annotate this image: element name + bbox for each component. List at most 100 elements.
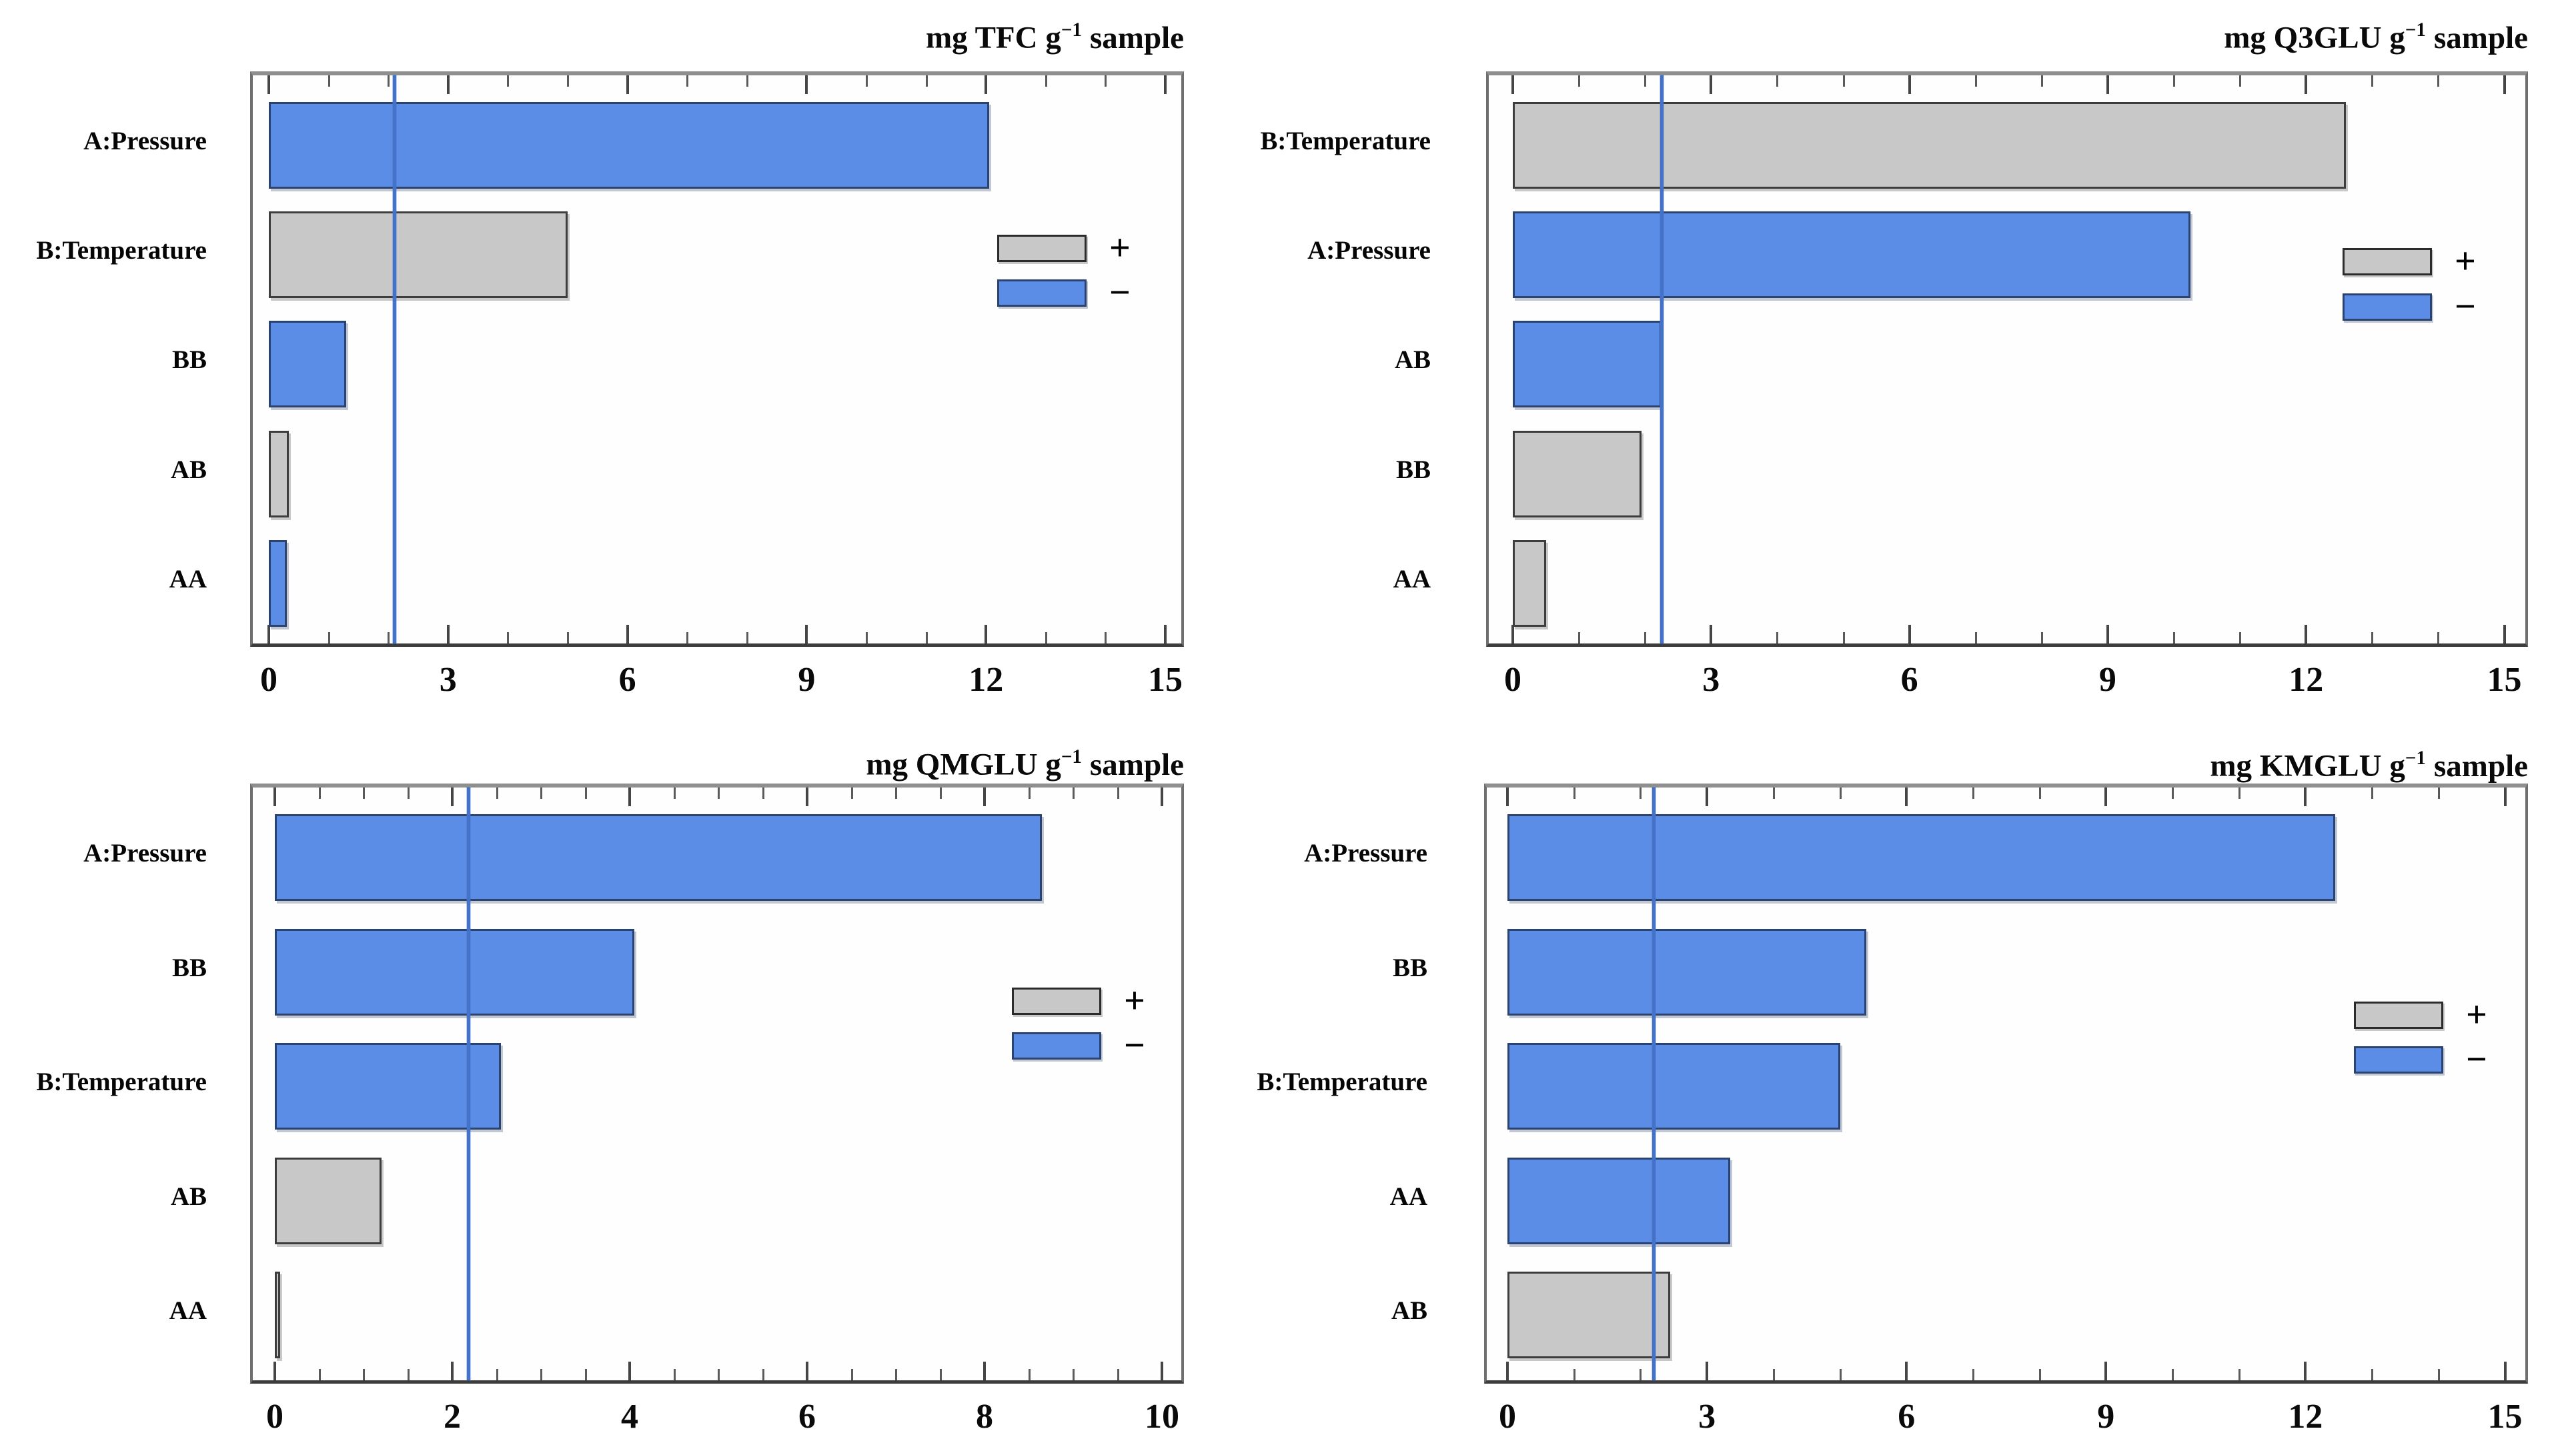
major-tick [2503,788,2507,806]
minor-tick [2172,788,2174,799]
title-exponent: −1 [1061,19,1082,41]
legend-negative-label: − [2466,1039,2487,1080]
major-tick [2305,625,2308,643]
minor-tick [388,632,390,643]
bar-ab [1507,1272,1671,1359]
legend-negative-label: − [1124,1025,1145,1066]
title-prefix: mg QMGLU g [866,747,1061,782]
x-tick-label: 0 [266,1398,283,1436]
minor-tick [540,788,542,799]
legend-positive-label: + [1109,227,1131,269]
chart-title: mg Q3GLU g−1 sample [2224,11,2528,58]
minor-tick [718,788,720,799]
major-tick [806,1362,808,1380]
major-tick [1511,625,1514,643]
y-axis-label: A:Pressure [1304,839,1427,868]
y-axis-label: B:Temperature [1257,1068,1427,1097]
minor-tick [925,75,928,87]
y-axis-label: AB [1391,1296,1427,1326]
minor-tick [363,1369,365,1380]
minor-tick [1644,632,1647,643]
bar-b-temperature [1507,1043,1840,1130]
minor-tick [2371,1369,2374,1380]
minor-tick [1776,75,1779,87]
minor-tick [895,1369,897,1380]
minor-tick [2040,632,2043,643]
x-tick-label: 9 [2097,1398,2115,1436]
minor-tick [1045,75,1047,87]
minor-tick [2172,1369,2174,1380]
minor-tick [1842,632,1845,643]
legend-negative-swatch [2343,293,2432,321]
bar-ab [275,1157,382,1244]
major-tick [2305,75,2308,94]
minor-tick [1073,1369,1075,1380]
title-prefix: mg KMGLU g [2210,748,2405,784]
minor-tick [925,632,928,643]
major-tick [1905,788,1908,806]
major-tick [626,625,629,643]
x-tick-label: 12 [2289,661,2324,699]
minor-tick [318,788,321,799]
y-axis-label: BB [171,345,207,375]
minor-tick [2040,75,2043,87]
bar-a-pressure [1507,814,2336,901]
minor-tick [1640,1369,1642,1380]
bar-b-temperature [269,211,568,299]
title-exponent: −1 [2405,19,2426,41]
major-tick [2503,1362,2507,1380]
legend-negative-swatch [1012,1032,1101,1060]
major-tick [273,1362,276,1380]
minor-tick [1028,1369,1031,1380]
legend-negative-swatch [997,279,1087,307]
x-tick-label: 6 [798,1398,816,1436]
title-suffix: sample [2434,20,2528,55]
y-axis-label: BB [1392,953,1427,982]
major-tick [985,625,988,643]
major-tick [628,788,631,806]
plot-area: + − [1486,71,2528,647]
major-tick [446,75,450,94]
legend-negative-swatch [2354,1046,2443,1074]
x-tick-label: 3 [439,661,457,699]
major-tick [1710,625,1713,643]
legend-positive-label: + [2466,994,2487,1036]
minor-tick [328,75,330,87]
x-tick-label: 9 [2098,661,2116,699]
minor-tick [1772,788,1775,799]
major-tick [626,75,629,94]
minor-tick [496,1369,498,1380]
x-tick-label: 3 [1702,661,1720,699]
minor-tick [2238,1369,2240,1380]
legend-positive-swatch [997,235,1087,262]
major-tick [805,625,808,643]
minor-tick [2173,632,2175,643]
minor-tick [1772,1369,1775,1380]
y-axis-label: A:Pressure [83,839,207,868]
minor-tick [2437,1369,2440,1380]
major-tick [1908,75,1911,94]
y-axis-label: A:Pressure [1307,236,1431,265]
minor-tick [1972,788,1974,799]
bar-aa [1507,1157,1730,1244]
major-tick [2503,625,2506,643]
x-tick-label: 0 [1504,661,1521,699]
minor-tick [1974,632,1977,643]
minor-tick [2371,75,2374,87]
y-axis-label: AA [1393,564,1431,593]
bar-aa [275,1272,280,1359]
y-axis-label: A:Pressure [83,127,207,155]
major-tick [267,625,270,643]
y-axis-label: AB [1394,345,1431,375]
minor-tick [507,75,510,87]
major-tick [983,788,986,806]
reference-line [393,75,397,643]
minor-tick [2038,788,2041,799]
minor-tick [584,1369,587,1380]
minor-tick [1842,75,1845,87]
title-exponent: −1 [2405,747,2426,769]
minor-tick [866,632,868,643]
minor-tick [1776,632,1779,643]
